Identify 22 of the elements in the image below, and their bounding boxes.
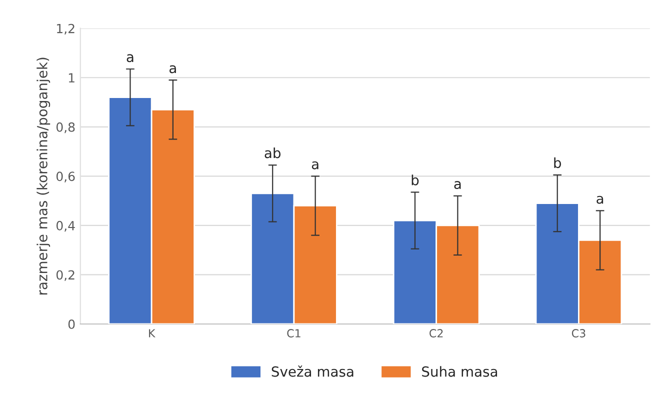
- y-tick-label: 0,4: [56, 220, 75, 232]
- y-tick-label: 0: [68, 319, 75, 329]
- y-tick-label: 0,2: [56, 270, 74, 281]
- annotation: a: [170, 65, 176, 74]
- annotation: b: [554, 157, 562, 168]
- y-axis-title: razmerje mas (korenina/poganjek): [36, 58, 50, 294]
- x-tick-label: C3: [572, 329, 586, 338]
- legend-label: Sveža masa: [272, 366, 354, 377]
- x-tick-label: C1: [287, 329, 300, 338]
- y-tick-label: 1: [68, 73, 74, 82]
- annotation: a: [596, 196, 604, 204]
- annotation: b: [412, 174, 419, 186]
- x-tick-label: K: [149, 329, 156, 338]
- legend-label: Suha masa: [422, 366, 498, 377]
- annotation: a: [454, 181, 461, 190]
- annotation: a: [312, 161, 318, 170]
- y-tick-label: 0,8: [56, 122, 75, 134]
- y-tick-label: 1,2: [57, 24, 74, 35]
- annotation: a: [126, 54, 134, 62]
- annotation: ab: [264, 147, 281, 158]
- y-tick-label: 0,6: [56, 172, 75, 182]
- x-tick-label: C2: [430, 329, 443, 338]
